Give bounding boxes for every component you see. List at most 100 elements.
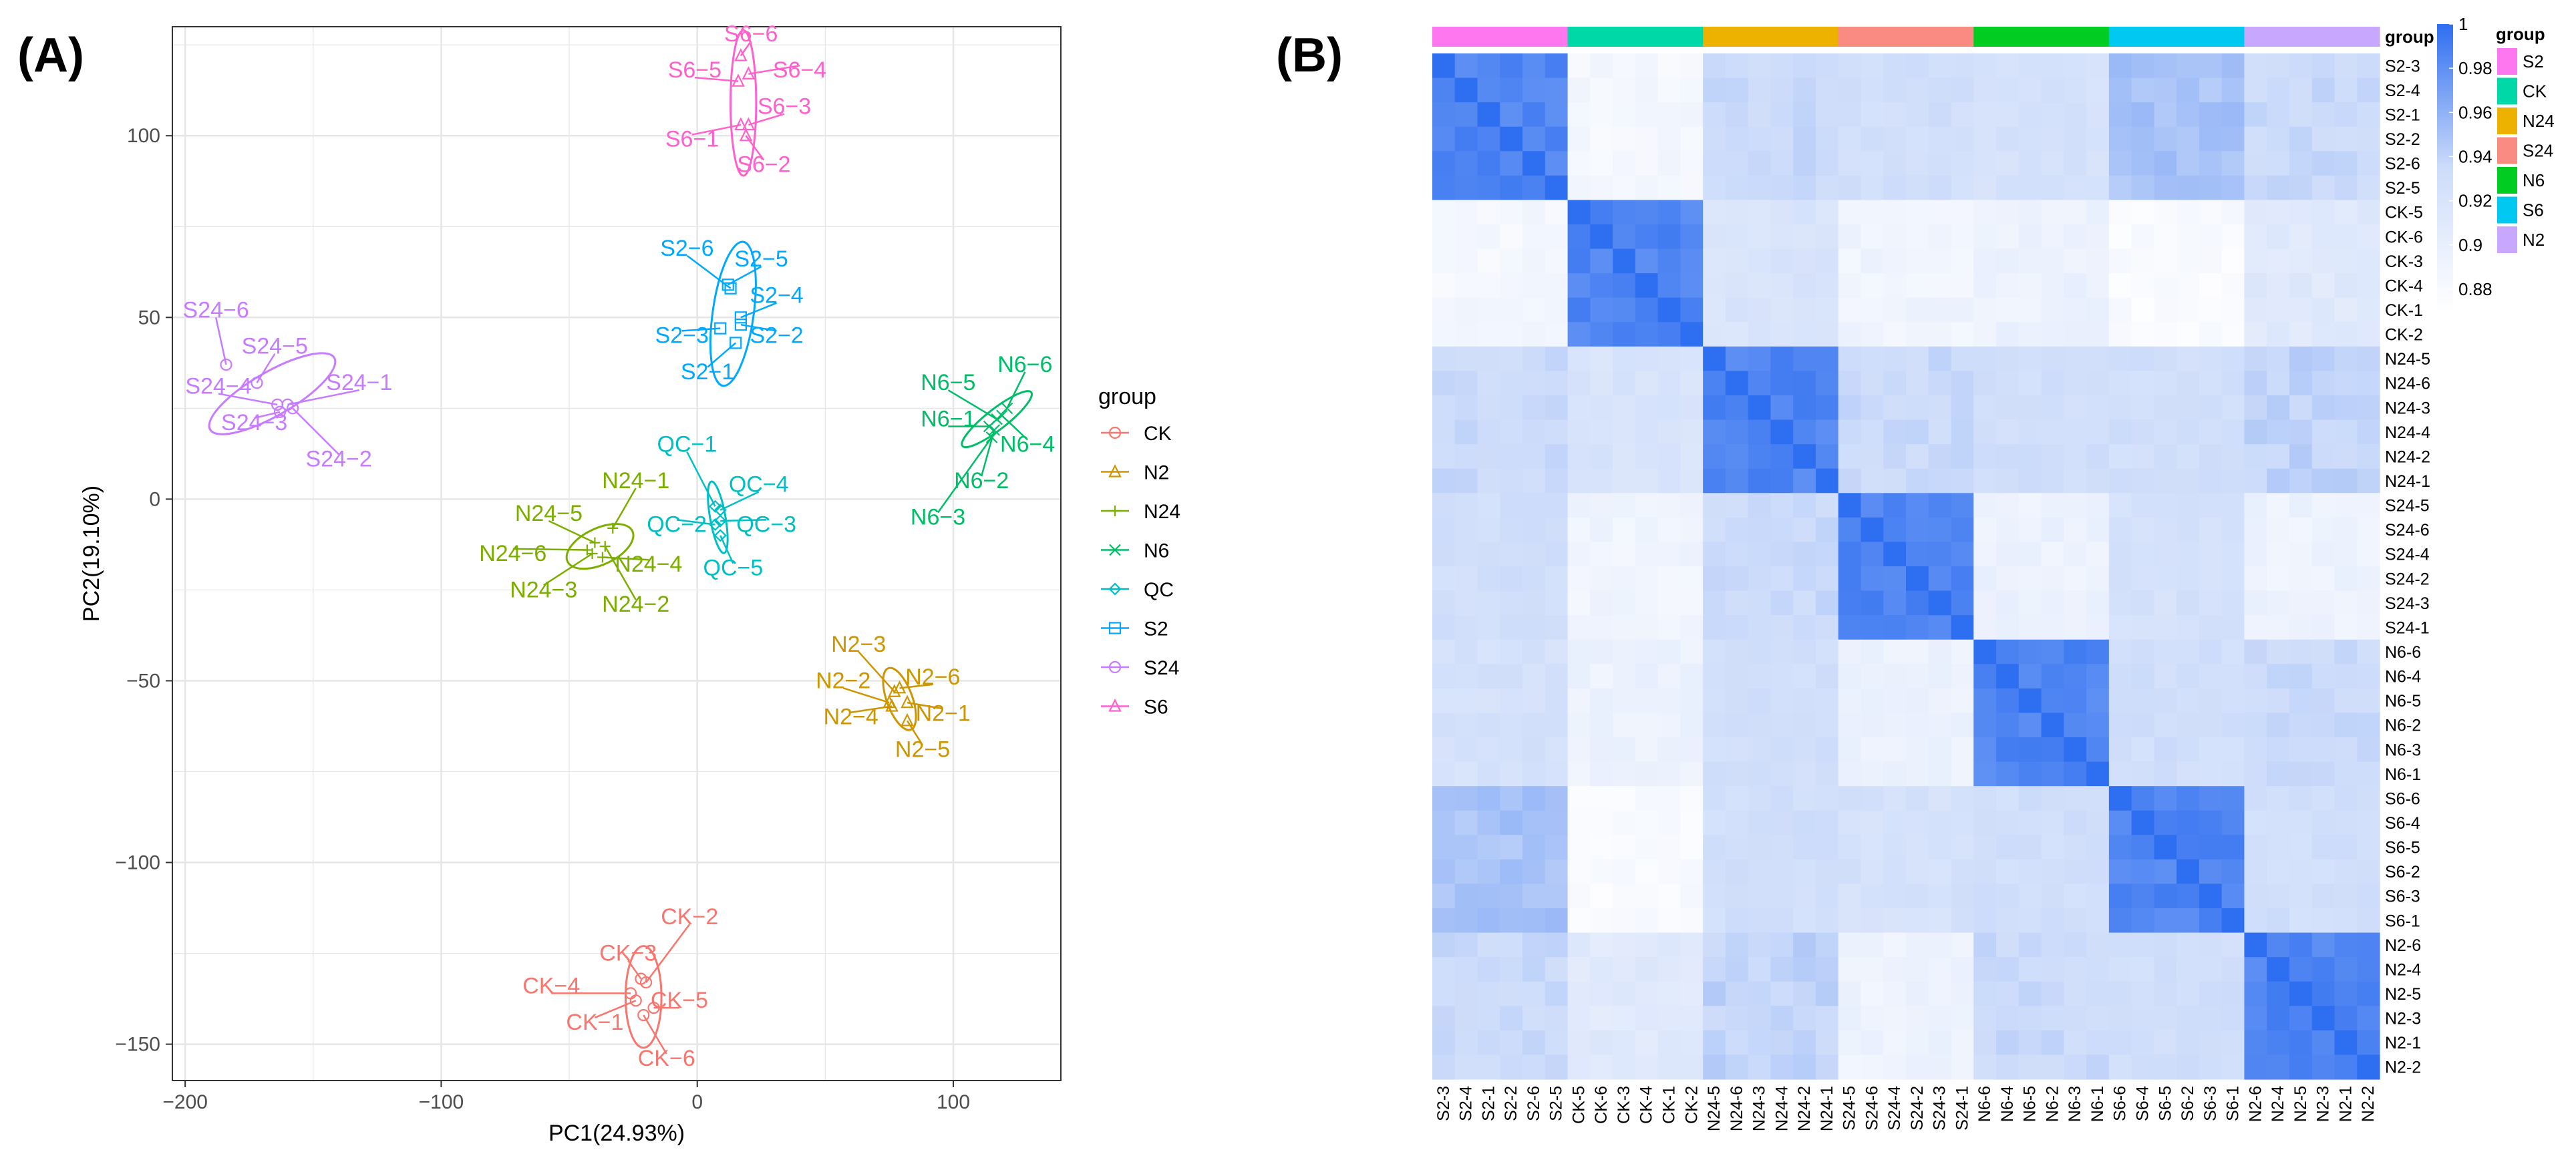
heatmap-cell — [1613, 200, 1636, 225]
heatmap-cell — [1522, 346, 1546, 372]
heatmap-cell — [1951, 1006, 1974, 1031]
heatmap-cell — [1973, 981, 1997, 1006]
heatmap-cell — [1477, 248, 1500, 274]
heatmap-cell — [1770, 737, 1794, 763]
heatmap-cell — [1928, 957, 1952, 982]
heatmap-cell — [2108, 273, 2132, 299]
heatmap-cell — [2064, 786, 2087, 811]
heatmap-cell — [1770, 688, 1794, 714]
heatmap-cell — [2311, 200, 2336, 225]
heatmap-cell — [1793, 908, 1816, 934]
data-point-qc-5 — [713, 529, 727, 542]
heatmap-cell — [1815, 688, 1839, 714]
heatmap-cell — [2131, 835, 2154, 860]
point-label: S24−1 — [326, 370, 392, 395]
heatmap-cell — [1793, 688, 1816, 714]
heatmap-cell — [1770, 542, 1794, 567]
heatmap-cell — [1951, 53, 1974, 79]
heatmap-cell — [1861, 688, 1884, 714]
heatmap-cell — [1635, 273, 1659, 299]
heatmap-cell — [1545, 468, 1569, 494]
heatmap-cell — [1590, 761, 1613, 787]
heatmap-cell — [1861, 542, 1884, 567]
point-label: N24−2 — [602, 592, 669, 617]
heatmap-cell — [2267, 151, 2290, 176]
heatmap-cell — [1590, 713, 1613, 738]
heatmap-cell — [1838, 688, 1862, 714]
heatmap-legend-label-n2: N2 — [2523, 230, 2545, 250]
heatmap-cell — [2357, 859, 2380, 885]
heatmap-cell — [1680, 859, 1704, 885]
pca-points — [220, 48, 1013, 1022]
column-label: N6-4 — [1998, 1086, 2017, 1122]
heatmap-cell — [1635, 542, 1659, 567]
heatmap-cell — [2221, 224, 2245, 250]
heatmap-cell — [2086, 126, 2110, 152]
heatmap-cell — [1996, 1030, 2020, 1056]
data-point-s2-6 — [724, 282, 737, 295]
heatmap-cell — [1906, 932, 1929, 958]
heatmap-cell — [2289, 126, 2313, 152]
heatmap-cell — [2357, 737, 2380, 763]
row-label: N24-3 — [2385, 399, 2430, 417]
heatmap-cell — [2311, 713, 2336, 738]
heatmap-cell — [2221, 981, 2245, 1006]
column-label: N24-2 — [1795, 1086, 1814, 1131]
heatmap-cell — [2311, 615, 2336, 640]
heatmap-cell — [2108, 200, 2132, 225]
heatmap-cell — [1838, 444, 1862, 469]
heatmap-cell — [1725, 957, 1749, 982]
heatmap-cell — [2154, 53, 2177, 79]
heatmap-cell — [2064, 639, 2087, 664]
heatmap-cell — [1657, 126, 1681, 152]
heatmap-cell — [1793, 786, 1816, 811]
heatmap-cell — [1951, 248, 1974, 274]
heatmap-cell — [1590, 273, 1613, 299]
heatmap-cell — [2334, 419, 2358, 445]
heatmap-cell — [2267, 1030, 2290, 1056]
heatmap-cell — [1432, 297, 1456, 323]
leader-line — [214, 317, 227, 365]
heatmap-cell — [1861, 664, 1884, 689]
data-point-n24-6 — [581, 544, 593, 556]
heatmap-cell — [1500, 957, 1523, 982]
heatmap-cell — [1838, 542, 1862, 567]
heatmap-cell — [1613, 688, 1636, 714]
heatmap-cell — [1680, 175, 1704, 201]
heatmap-cell — [1545, 102, 1569, 128]
heatmap-cell — [1838, 786, 1862, 811]
heatmap-cell — [1815, 1054, 1839, 1080]
heatmap-cell — [1951, 1054, 1974, 1080]
heatmap-cell — [1928, 126, 1952, 152]
heatmap-cell — [1657, 102, 1681, 128]
heatmap-cell — [1973, 273, 1997, 299]
heatmap-cell — [2108, 248, 2132, 274]
heatmap-cell — [2199, 395, 2223, 421]
heatmap-cell — [2357, 713, 2380, 738]
data-point-qc-1 — [709, 500, 722, 513]
heatmap-cell — [2221, 932, 2245, 958]
heatmap-cell — [2086, 981, 2110, 1006]
heatmap-cell — [1500, 786, 1523, 811]
heatmap-cell — [2154, 859, 2177, 885]
heatmap-cell — [2267, 200, 2290, 225]
heatmap-cell — [1477, 102, 1500, 128]
point-label: S2−4 — [750, 283, 803, 309]
heatmap-cell — [2199, 810, 2223, 835]
heatmap-cell — [1770, 77, 1794, 103]
heatmap-cell — [1590, 1054, 1613, 1080]
heatmap-cell — [1590, 517, 1613, 543]
heatmap-cell — [2199, 346, 2223, 372]
heatmap-cell — [1748, 53, 1772, 79]
heatmap-cell — [2289, 835, 2313, 860]
heatmap-cell — [2334, 932, 2358, 958]
heatmap-cell — [1613, 615, 1636, 640]
heatmap-cell — [1613, 77, 1636, 103]
data-point-s2-3 — [714, 322, 727, 335]
heatmap-cell — [2018, 688, 2042, 714]
heatmap-cell — [1657, 273, 1681, 299]
heatmap-cell — [1928, 77, 1952, 103]
column-label: N6-2 — [2043, 1086, 2062, 1122]
heatmap-cell — [1703, 517, 1726, 543]
heatmap-cell — [2221, 517, 2245, 543]
